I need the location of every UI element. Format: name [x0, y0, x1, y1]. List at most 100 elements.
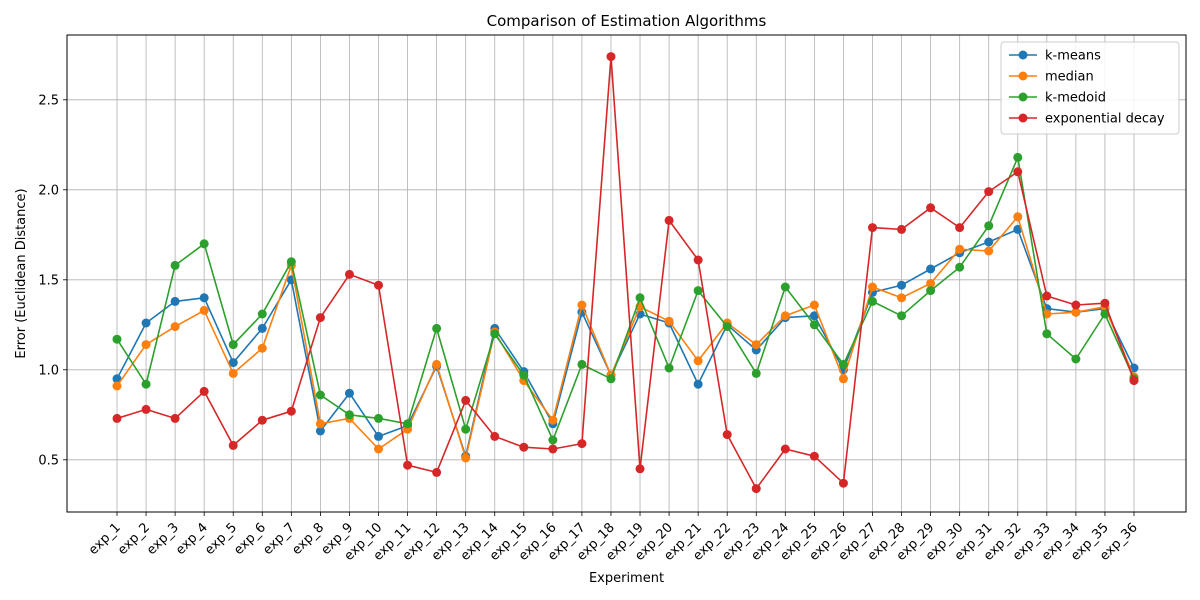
data-point-exponential-decay — [315, 313, 325, 323]
series-line-k-medoid — [116, 156, 1135, 441]
series-line-median — [116, 216, 1135, 459]
legend-label-k-medoid: k-medoid — [1045, 91, 1106, 106]
data-point-median — [461, 453, 471, 463]
data-point-median — [374, 444, 384, 454]
y-tick-label: 2.0 — [38, 183, 59, 198]
data-point-exponential-decay — [1071, 300, 1081, 310]
data-point-exponential-decay — [897, 224, 907, 234]
data-point-k-means — [897, 280, 907, 290]
data-point-exponential-decay — [664, 215, 674, 225]
data-point-exponential-decay — [577, 439, 587, 449]
data-point-k-medoid — [170, 260, 180, 270]
data-point-k-medoid — [1013, 152, 1023, 162]
y-axis-ticks: 0.5 1.0 1.5 2.0 2.5 — [38, 93, 67, 468]
data-point-median — [751, 340, 761, 350]
data-point-k-medoid — [199, 239, 209, 249]
legend-label-exponential-decay: exponential decay — [1045, 112, 1165, 127]
data-point-median — [984, 246, 994, 256]
plot-frame — [66, 34, 1187, 513]
data-point-exponential-decay — [926, 203, 936, 213]
data-point-exponential-decay — [432, 467, 442, 477]
legend-label-median: median — [1045, 70, 1094, 85]
data-point-k-medoid — [926, 286, 936, 296]
data-point-exponential-decay — [199, 386, 209, 396]
data-point-k-medoid — [519, 370, 529, 380]
data-point-k-means — [693, 379, 703, 389]
data-point-exponential-decay — [606, 52, 616, 62]
data-point-exponential-decay — [867, 223, 877, 233]
data-point-k-medoid — [1071, 354, 1081, 364]
data-point-k-medoid — [867, 296, 877, 306]
data-point-k-medoid — [490, 329, 500, 339]
legend-marker-median — [1018, 71, 1028, 81]
y-tick-label: 1.0 — [38, 363, 59, 378]
legend-label-k-means: k-means — [1045, 49, 1101, 64]
data-point-k-medoid — [606, 374, 616, 384]
data-point-median — [1013, 212, 1023, 222]
legend-marker-exponential-decay — [1018, 113, 1028, 123]
data-point-exponential-decay — [374, 280, 384, 290]
data-point-k-medoid — [955, 262, 965, 272]
data-point-k-means — [112, 374, 122, 384]
data-point-k-medoid — [984, 221, 994, 231]
data-point-k-medoid — [315, 390, 325, 400]
data-point-median — [926, 278, 936, 288]
series-line-exponential-decay — [116, 55, 1135, 490]
data-point-median — [577, 300, 587, 310]
data-point-median — [664, 316, 674, 326]
data-point-median — [257, 343, 267, 353]
data-point-exponential-decay — [490, 431, 500, 441]
data-point-k-means — [344, 388, 354, 398]
legend-marker-k-medoid — [1018, 92, 1028, 102]
data-point-median — [199, 305, 209, 315]
data-point-k-means — [809, 311, 819, 321]
data-point-k-means — [984, 237, 994, 247]
data-point-median — [141, 340, 151, 350]
data-point-k-medoid — [635, 293, 645, 303]
data-point-k-medoid — [1100, 309, 1110, 319]
data-point-k-medoid — [228, 340, 238, 350]
data-point-exponential-decay — [228, 440, 238, 450]
data-point-k-means — [141, 318, 151, 328]
data-point-k-medoid — [403, 419, 413, 429]
data-point-median — [867, 282, 877, 292]
series-exponential-decay — [112, 52, 1139, 494]
data-point-exponential-decay — [984, 187, 994, 197]
data-point-exponential-decay — [1013, 167, 1023, 177]
data-point-median — [897, 293, 907, 303]
data-point-k-medoid — [432, 323, 442, 333]
data-point-exponential-decay — [286, 406, 296, 416]
data-point-k-means — [199, 293, 209, 303]
data-point-exponential-decay — [1100, 298, 1110, 308]
data-point-k-medoid — [461, 424, 471, 434]
data-point-k-medoid — [722, 322, 732, 332]
data-point-exponential-decay — [780, 444, 790, 454]
data-point-median — [838, 374, 848, 384]
data-point-exponential-decay — [257, 415, 267, 425]
data-point-exponential-decay — [519, 442, 529, 452]
data-point-exponential-decay — [1042, 291, 1052, 301]
legend-box — [1000, 41, 1180, 135]
data-point-k-medoid — [664, 363, 674, 373]
data-point-exponential-decay — [112, 413, 122, 423]
data-point-median — [809, 300, 819, 310]
data-point-k-means — [315, 426, 325, 436]
data-point-exponential-decay — [955, 223, 965, 233]
data-point-k-medoid — [751, 368, 761, 378]
data-point-median — [693, 356, 703, 366]
data-point-k-medoid — [344, 410, 354, 420]
data-point-exponential-decay — [548, 444, 558, 454]
data-point-k-medoid — [286, 257, 296, 267]
y-axis-label: Error (Euclidean Distance) — [14, 188, 29, 358]
data-point-k-medoid — [257, 309, 267, 319]
data-point-k-medoid — [1042, 329, 1052, 339]
data-point-k-medoid — [809, 320, 819, 330]
data-point-k-medoid — [141, 379, 151, 389]
data-point-median — [548, 415, 558, 425]
data-point-median — [170, 322, 180, 332]
series-line-k-means — [116, 228, 1135, 458]
y-tick-label: 2.5 — [38, 93, 59, 108]
data-point-median — [112, 381, 122, 391]
data-point-exponential-decay — [693, 255, 703, 265]
data-point-k-medoid — [577, 359, 587, 369]
